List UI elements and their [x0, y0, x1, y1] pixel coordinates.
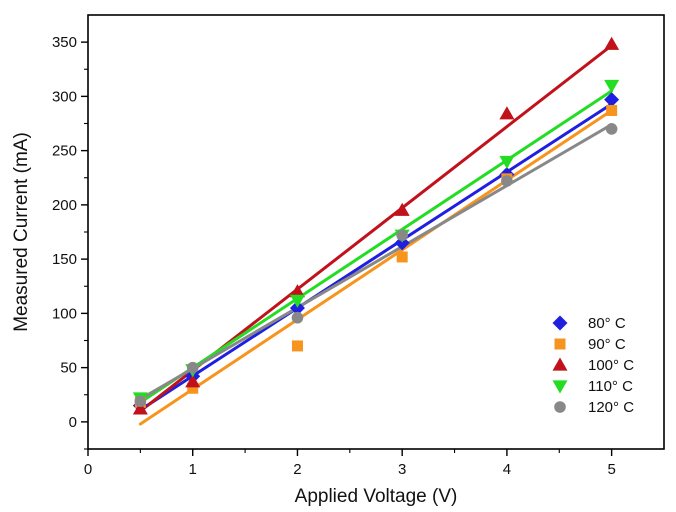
- x-tick-label: 3: [398, 461, 406, 478]
- x-axis-title: Applied Voltage (V): [295, 486, 458, 507]
- data-point: [499, 106, 515, 120]
- data-points: [132, 36, 620, 415]
- y-tick-label: 300: [52, 88, 77, 105]
- fit-line-3: [138, 89, 614, 404]
- data-point: [291, 311, 304, 324]
- data-point: [185, 374, 201, 388]
- x-tick-label: 5: [607, 461, 615, 478]
- data-point: [605, 123, 618, 135]
- legend-label: 90° C: [588, 336, 626, 353]
- data-point: [604, 92, 620, 108]
- legend: 80° C 90° C 100° C 110° C 120° C: [552, 315, 634, 416]
- legend-marker: [554, 401, 566, 413]
- y-tick-label: 250: [52, 143, 77, 160]
- data-point: [289, 300, 305, 316]
- legend-marker: [552, 380, 568, 394]
- axis-ticks: [81, 41, 613, 456]
- data-point: [186, 361, 199, 374]
- y-tick-label: 50: [60, 360, 77, 377]
- data-point: [289, 294, 305, 308]
- data-point: [187, 382, 199, 394]
- fit-line-0: [138, 102, 614, 412]
- y-tick-label: 150: [52, 251, 77, 268]
- fit-line-1: [138, 108, 614, 426]
- fit-line-4: [138, 123, 614, 401]
- y-tick-label: 100: [52, 305, 77, 322]
- data-point: [289, 284, 305, 298]
- data-point: [394, 202, 410, 216]
- legend-marker: [552, 315, 568, 331]
- data-point: [604, 36, 620, 50]
- data-point: [606, 104, 618, 116]
- legend-marker: [552, 357, 568, 371]
- x-tick-label: 4: [503, 461, 511, 478]
- legend-label: 110° C: [588, 378, 633, 395]
- legend-marker: [554, 338, 566, 350]
- data-point: [501, 175, 513, 187]
- y-tick-label: 350: [52, 34, 77, 51]
- data-point: [291, 340, 303, 352]
- x-tick-label: 0: [84, 461, 92, 478]
- x-tick-label: 1: [189, 461, 197, 478]
- fit-lines: [138, 43, 614, 426]
- y-tick-label: 0: [69, 414, 77, 431]
- data-point: [396, 251, 408, 263]
- legend-label: 100° C: [588, 357, 634, 374]
- legend-label: 80° C: [588, 315, 626, 332]
- y-axis-title: Measured Current (mA): [11, 132, 32, 332]
- data-point: [499, 155, 515, 169]
- data-point: [604, 79, 620, 94]
- data-point: [132, 401, 148, 415]
- y-tick-label: 200: [52, 197, 77, 214]
- data-point: [396, 229, 408, 242]
- data-point: [134, 395, 147, 408]
- legend-label: 120° C: [588, 399, 634, 416]
- x-tick-label: 2: [293, 461, 301, 478]
